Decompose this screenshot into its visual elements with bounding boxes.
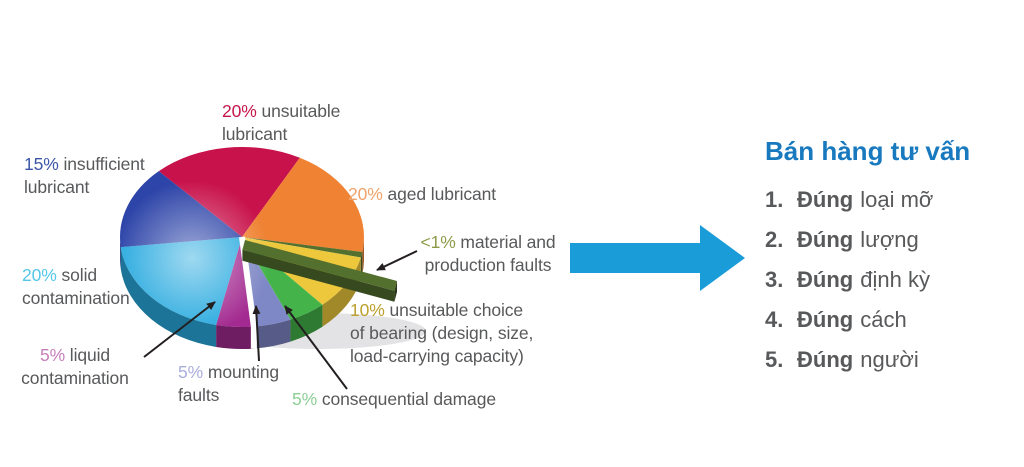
item-number: 3. (765, 267, 784, 292)
item-keyword: Đúng (797, 187, 854, 212)
pie-label-consequential-damage: 5% consequential damage (292, 389, 496, 409)
consulting-panel: Bán hàng tư vấn 1. Đúng loại mỡ 2. Đúng … (765, 138, 1015, 388)
pct-unsuitable-bearing-choice: 10% (350, 300, 385, 320)
pie-label-unsuitable-bearing-choice: 10% unsuitable choice of bearing (design,… (350, 300, 534, 366)
item-keyword: Đúng (797, 307, 854, 332)
item-keyword: Đúng (797, 347, 854, 372)
pie-label-aged-lubricant: 20% aged lubricant (348, 184, 497, 204)
list-item-5: 5. Đúng người (765, 348, 1015, 371)
leader-arrow-consequential-damage (284, 305, 348, 390)
pie-label-material-production-faults: <1% material and production faults (420, 232, 556, 275)
item-number: 4. (765, 307, 784, 332)
pie-label-insufficient-lubricant: 15% insufficient lubricant (24, 154, 145, 197)
panel-title: Bán hàng tư vấn (765, 136, 971, 166)
pct-material-production-faults: <1% (420, 232, 456, 252)
item-text: cách (860, 307, 907, 332)
item-number: 5. (765, 347, 784, 372)
pct-liquid-contamination: 5% (39, 345, 66, 365)
exploded-sliver-top (242, 240, 397, 291)
pie-label-liquid-contamination: 5% liquid contamination (21, 345, 129, 388)
list-item-1: 1. Đúng loại mỡ (765, 188, 1015, 211)
pct-consequential-damage: 5% (292, 389, 318, 409)
item-keyword: Đúng (797, 267, 854, 292)
list-item-2: 2. Đúng lượng (765, 228, 1015, 251)
leader-arrow-liquid-contamination (143, 301, 216, 358)
pct-insufficient-lubricant: 15% (24, 154, 59, 174)
pct-mounting-faults: 5% (178, 362, 204, 382)
item-text: lượng (860, 227, 919, 252)
pct-unsuitable-lubricant: 20% (222, 101, 257, 121)
pie-label-mounting-faults: 5% mounting faults (178, 362, 280, 405)
pie-label-solid-contamination: 20% solid contamination (22, 265, 130, 308)
leader-arrow-material-production-faults (376, 250, 418, 271)
exploded-sliver-front (242, 249, 395, 302)
item-number: 1. (765, 187, 784, 212)
item-text: người (860, 347, 919, 372)
item-text: loại mỡ (860, 187, 934, 212)
list-item-3: 3. Đúng định kỳ (765, 268, 1015, 291)
item-text: định kỳ (860, 267, 930, 292)
pie-label-unsuitable-lubricant: 20% unsuitable lubricant (222, 101, 341, 144)
consulting-list: 1. Đúng loại mỡ 2. Đúng lượng 3. Đúng đị… (765, 188, 1015, 371)
list-item-4: 4. Đúng cách (765, 308, 1015, 331)
flow-arrow-shape (570, 225, 745, 291)
leader-arrow-mounting-faults (252, 305, 261, 362)
exploded-sliver-end (394, 281, 397, 302)
item-number: 2. (765, 227, 784, 252)
pct-solid-contamination: 20% (22, 265, 57, 285)
flow-arrow-icon (570, 225, 745, 291)
pct-aged-lubricant: 20% (348, 184, 383, 204)
item-keyword: Đúng (797, 227, 854, 252)
